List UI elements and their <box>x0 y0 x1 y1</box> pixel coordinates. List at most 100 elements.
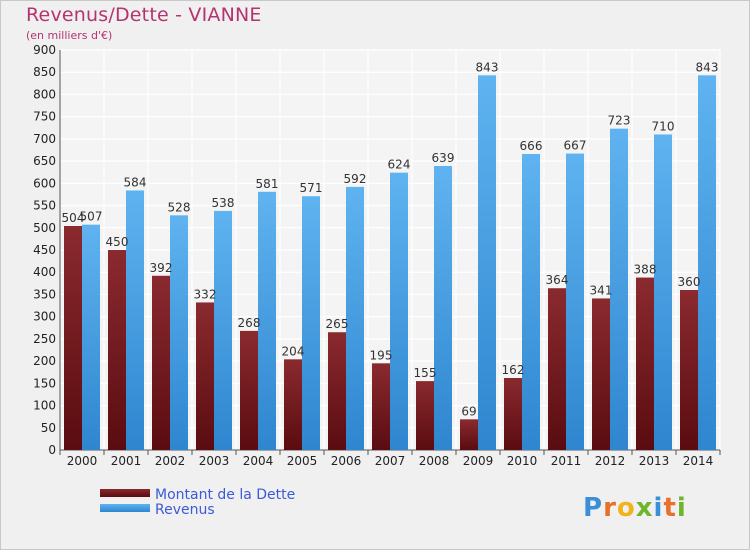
data-label-revenus: 584 <box>124 175 147 189</box>
data-label-revenus: 592 <box>344 172 367 186</box>
data-label-debt: 392 <box>150 261 173 275</box>
bar-debt <box>680 290 698 450</box>
y-tick-label: 50 <box>41 421 56 435</box>
data-label-revenus: 639 <box>432 151 455 165</box>
y-tick-label: 300 <box>33 310 56 324</box>
data-label-revenus: 843 <box>476 60 499 74</box>
data-label-debt: 341 <box>590 283 613 297</box>
bar-revenus <box>610 128 628 450</box>
x-tick-label: 2005 <box>287 454 318 468</box>
bars <box>64 75 716 451</box>
data-label-revenus: 667 <box>564 139 587 153</box>
bar-revenus <box>170 215 188 450</box>
data-label-revenus: 538 <box>212 196 235 210</box>
bar-revenus <box>434 166 452 450</box>
bar-revenus <box>258 191 276 450</box>
bar-debt <box>328 332 346 450</box>
x-tick-label: 2001 <box>111 454 142 468</box>
data-label-debt: 162 <box>502 363 525 377</box>
data-label-debt: 450 <box>106 235 129 249</box>
x-tick-label: 2003 <box>199 454 230 468</box>
bar-debt <box>108 250 126 450</box>
bar-debt <box>196 302 214 450</box>
bar-revenus <box>390 172 408 450</box>
y-tick-label: 250 <box>33 332 56 346</box>
data-label-revenus: 507 <box>80 210 103 224</box>
y-tick-label: 750 <box>33 110 56 124</box>
bar-debt <box>284 359 302 450</box>
x-tick-label: 2012 <box>595 454 626 468</box>
data-label-revenus: 528 <box>168 200 191 214</box>
data-label-debt: 388 <box>634 263 657 277</box>
y-tick-label: 400 <box>33 265 56 279</box>
bar-revenus <box>302 196 320 450</box>
bar-debt <box>372 363 390 450</box>
proxiti-logo: Proxiti <box>583 493 687 523</box>
x-tick-label: 2002 <box>155 454 186 468</box>
y-tick-label: 500 <box>33 221 56 235</box>
x-tick-label: 2011 <box>551 454 582 468</box>
x-tick-label: 2008 <box>419 454 450 468</box>
bar-revenus <box>698 75 716 450</box>
data-label-revenus: 581 <box>256 177 279 191</box>
bar-revenus <box>346 186 364 450</box>
data-label-debt: 195 <box>370 348 393 362</box>
data-label-debt: 204 <box>282 344 305 358</box>
x-tick-label: 2000 <box>67 454 98 468</box>
y-tick-label: 0 <box>48 443 56 457</box>
y-tick-label: 650 <box>33 154 56 168</box>
y-tick-label: 550 <box>33 199 56 213</box>
bar-debt <box>416 381 434 450</box>
y-tick-label: 200 <box>33 354 56 368</box>
y-tick-label: 850 <box>33 65 56 79</box>
bar-revenus <box>566 153 584 451</box>
data-label-debt: 332 <box>194 287 217 301</box>
bar-revenus <box>214 210 232 450</box>
x-tick-label: 2007 <box>375 454 406 468</box>
data-label-debt: 364 <box>546 273 569 287</box>
legend: Montant de la Dette Revenus <box>100 487 295 518</box>
bar-debt <box>636 277 654 450</box>
y-tick-label: 450 <box>33 243 56 257</box>
bar-revenus <box>654 134 672 450</box>
bar-debt <box>64 226 82 450</box>
data-label-revenus: 723 <box>608 114 631 128</box>
data-label-revenus: 571 <box>300 181 323 195</box>
data-label-debt: 504 <box>62 211 85 225</box>
data-label-debt: 265 <box>326 317 349 331</box>
bar-revenus <box>126 190 144 450</box>
data-label-debt: 69 <box>461 404 476 418</box>
y-tick-label: 600 <box>33 176 56 190</box>
bar-debt <box>240 330 258 450</box>
x-tick-label: 2006 <box>331 454 362 468</box>
bar-revenus <box>82 224 100 450</box>
x-tick-label: 2014 <box>683 454 714 468</box>
bar-debt <box>592 298 610 450</box>
chart-title: Revenus/Dette - VIANNE <box>26 4 262 26</box>
x-tick-label: 2009 <box>463 454 494 468</box>
legend-label-debt: Montant de la Dette <box>155 487 295 503</box>
bar-debt <box>504 378 522 450</box>
y-tick-label: 150 <box>33 376 56 390</box>
y-tick-label: 800 <box>33 87 56 101</box>
y-tick-label: 350 <box>33 287 56 301</box>
y-tick-label: 100 <box>33 399 56 413</box>
data-label-revenus: 710 <box>652 119 675 133</box>
x-tick-label: 2013 <box>639 454 670 468</box>
bar-revenus <box>522 154 540 450</box>
bar-revenus <box>478 75 496 450</box>
data-label-revenus: 666 <box>520 139 543 153</box>
legend-swatch-revenus <box>100 504 150 512</box>
bar-debt <box>152 275 170 450</box>
legend-swatch-debt <box>100 489 150 497</box>
data-label-revenus: 843 <box>696 60 719 74</box>
bar-debt <box>460 419 478 450</box>
x-tick-label: 2010 <box>507 454 538 468</box>
y-tick-label: 700 <box>33 132 56 146</box>
chart-subtitle: (en milliers d'€) <box>26 29 113 42</box>
axes: 0 50 100 150 200 250 300 350 400 450 500 550 600 650 7… <box>33 43 721 468</box>
svg-text:Proxiti: Proxiti <box>583 493 687 523</box>
legend-label-revenus: Revenus <box>155 502 215 518</box>
